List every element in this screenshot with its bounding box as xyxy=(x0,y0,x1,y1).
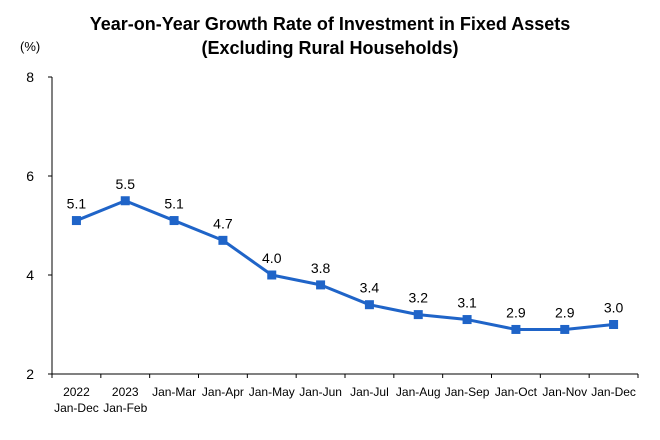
data-point-marker xyxy=(71,216,81,226)
y-tick-label: 4 xyxy=(26,267,34,283)
x-tick-label: Jan-Dec xyxy=(54,401,99,415)
data-point-marker xyxy=(169,216,179,226)
data-point-marker xyxy=(120,196,130,206)
x-tick-label: Jan-Mar xyxy=(152,385,196,399)
x-tick-label: Jan-Apr xyxy=(202,385,244,399)
data-point-marker xyxy=(511,324,521,334)
chart-subtitle: (Excluding Rural Households) xyxy=(201,38,459,58)
data-label: 3.1 xyxy=(457,295,477,311)
y-tick-label: 6 xyxy=(26,168,34,184)
data-label: 4.7 xyxy=(213,215,233,231)
data-point-marker xyxy=(609,320,619,329)
x-tick-label: Jan-Aug xyxy=(396,385,441,399)
data-label: 4.0 xyxy=(262,250,282,266)
data-label: 2.9 xyxy=(555,304,575,320)
data-label: 3.2 xyxy=(409,290,429,306)
x-tick-label: Jan-Jul xyxy=(350,385,389,399)
data-label: 3.8 xyxy=(311,260,331,276)
data-label: 2.9 xyxy=(506,304,526,320)
x-tick-label: 2022 xyxy=(63,385,90,399)
y-tick-label: 8 xyxy=(26,69,34,85)
data-point-marker xyxy=(218,235,228,245)
x-tick-label: Jan-Dec xyxy=(591,385,636,399)
data-label: 5.5 xyxy=(116,176,136,192)
x-tick-label: 2023 xyxy=(112,385,139,399)
data-label: 5.1 xyxy=(164,196,184,212)
x-tick-label: Jan-May xyxy=(249,385,295,399)
data-point-marker xyxy=(364,300,374,310)
y-axis-unit-label: (%) xyxy=(20,39,40,54)
x-tick-label: Jan-Feb xyxy=(103,401,147,415)
x-tick-label: Jan-Nov xyxy=(542,385,587,399)
series-line xyxy=(75,199,614,331)
x-tick-label: Jan-Sep xyxy=(445,385,490,399)
data-point-marker xyxy=(462,315,472,325)
x-tick-label: Jan-Oct xyxy=(495,385,538,399)
data-point-marker xyxy=(316,280,326,290)
data-label: 3.0 xyxy=(604,300,624,316)
x-tick-label: Jan-Jun xyxy=(299,385,342,399)
y-tick-label: 2 xyxy=(26,366,34,382)
data-label: 5.1 xyxy=(67,196,87,212)
data-point-marker xyxy=(560,324,570,334)
data-point-marker xyxy=(413,310,423,320)
data-label: 3.4 xyxy=(360,280,380,296)
data-point-marker xyxy=(267,270,277,280)
chart-title: Year-on-Year Growth Rate of Investment i… xyxy=(89,14,571,34)
